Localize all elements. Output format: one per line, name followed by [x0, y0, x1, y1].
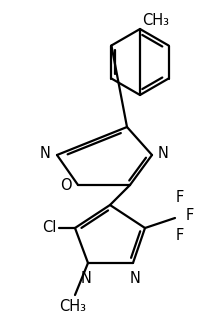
Text: Cl: Cl — [42, 219, 57, 235]
Text: O: O — [60, 179, 72, 193]
Text: N: N — [40, 147, 51, 161]
Text: N: N — [129, 271, 140, 286]
Text: CH₃: CH₃ — [59, 299, 86, 314]
Text: F: F — [175, 190, 183, 205]
Text: CH₃: CH₃ — [141, 13, 168, 28]
Text: F: F — [175, 228, 183, 243]
Text: F: F — [185, 209, 193, 223]
Text: N: N — [80, 271, 91, 286]
Text: N: N — [157, 147, 168, 161]
